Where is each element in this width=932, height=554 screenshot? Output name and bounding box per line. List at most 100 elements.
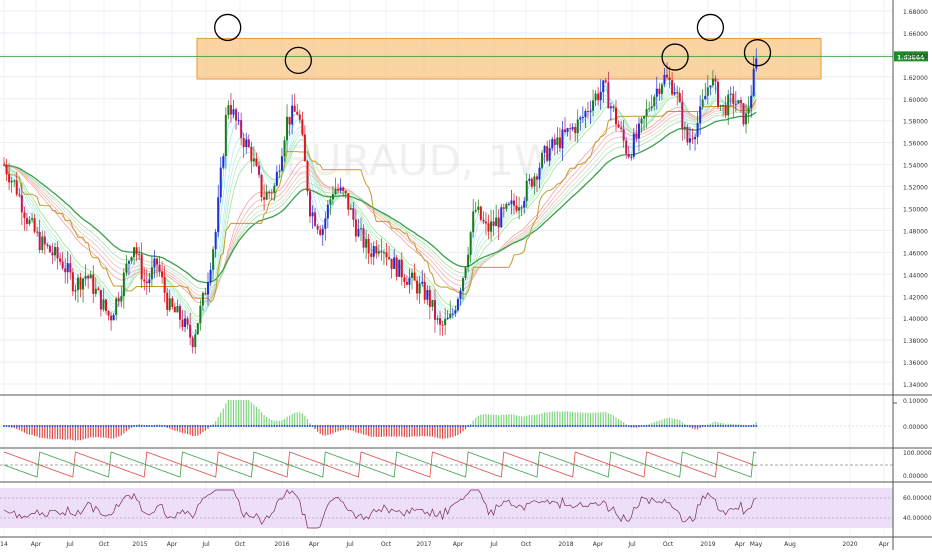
- candle-body[interactable]: [426, 289, 429, 300]
- candle-body[interactable]: [311, 212, 314, 217]
- candle-body[interactable]: [719, 104, 722, 107]
- candle-body[interactable]: [319, 229, 322, 235]
- candle-body[interactable]: [224, 114, 227, 157]
- candle-body[interactable]: [752, 68, 755, 96]
- candle-body[interactable]: [298, 114, 301, 120]
- candle-body[interactable]: [222, 156, 225, 168]
- candle-body[interactable]: [357, 228, 360, 237]
- candle-body[interactable]: [74, 290, 77, 292]
- candle-body[interactable]: [270, 192, 273, 194]
- candle-body[interactable]: [71, 272, 74, 292]
- candle-body[interactable]: [196, 323, 199, 335]
- candle-body[interactable]: [400, 259, 403, 278]
- candle-body[interactable]: [637, 123, 640, 139]
- candle-body[interactable]: [25, 218, 28, 224]
- candle-body[interactable]: [541, 152, 544, 168]
- candle-body[interactable]: [260, 174, 263, 198]
- candle-body[interactable]: [235, 109, 238, 121]
- candle-body[interactable]: [564, 129, 566, 133]
- candle-body[interactable]: [691, 138, 694, 140]
- candle-body[interactable]: [117, 298, 120, 302]
- candle-body[interactable]: [372, 246, 375, 257]
- candle-body[interactable]: [441, 324, 444, 326]
- candle-body[interactable]: [349, 208, 352, 210]
- candle-body[interactable]: [107, 310, 110, 316]
- candle-body[interactable]: [737, 100, 740, 104]
- candle-body[interactable]: [678, 92, 681, 103]
- candle-body[interactable]: [487, 223, 490, 232]
- candle-body[interactable]: [604, 80, 607, 83]
- candle-body[interactable]: [212, 249, 215, 270]
- candle-body[interactable]: [502, 207, 505, 209]
- candle-body[interactable]: [362, 228, 365, 248]
- candle-body[interactable]: [599, 91, 602, 101]
- candle-body[interactable]: [594, 93, 597, 101]
- candle-body[interactable]: [739, 100, 742, 104]
- candle-body[interactable]: [130, 257, 133, 262]
- candle-body[interactable]: [31, 218, 34, 220]
- candle-body[interactable]: [209, 269, 212, 283]
- candle-body[interactable]: [513, 200, 515, 206]
- candle-body[interactable]: [237, 120, 240, 122]
- candle-body[interactable]: [523, 200, 526, 208]
- candle-body[interactable]: [556, 137, 559, 145]
- candle-body[interactable]: [10, 180, 13, 183]
- candle-body[interactable]: [622, 129, 625, 141]
- candle-body[interactable]: [546, 146, 549, 161]
- candle-body[interactable]: [467, 254, 470, 268]
- candle-body[interactable]: [469, 232, 472, 255]
- candle-body[interactable]: [8, 174, 11, 183]
- candle-body[interactable]: [576, 119, 579, 134]
- candle-body[interactable]: [15, 180, 18, 195]
- candle-body[interactable]: [247, 139, 250, 147]
- candle-body[interactable]: [163, 277, 166, 293]
- candle-body[interactable]: [102, 299, 105, 310]
- candle-body[interactable]: [676, 92, 679, 94]
- candle-body[interactable]: [120, 296, 123, 302]
- candle-body[interactable]: [423, 281, 426, 300]
- candle-body[interactable]: [732, 93, 735, 105]
- candle-body[interactable]: [375, 246, 378, 254]
- candle-body[interactable]: [411, 272, 413, 278]
- candle-body[interactable]: [607, 82, 610, 109]
- candle-body[interactable]: [609, 106, 612, 109]
- candle-body[interactable]: [668, 77, 671, 81]
- candle-body[interactable]: [316, 225, 319, 230]
- candle-body[interactable]: [33, 218, 36, 232]
- candle-body[interactable]: [615, 107, 617, 125]
- candle-body[interactable]: [255, 158, 258, 166]
- candle-body[interactable]: [745, 113, 748, 125]
- candle-body[interactable]: [219, 167, 222, 198]
- candle-body[interactable]: [551, 139, 554, 149]
- candle-body[interactable]: [579, 117, 582, 120]
- candle-body[interactable]: [201, 292, 204, 306]
- candle-body[interactable]: [525, 180, 528, 201]
- candle-body[interactable]: [13, 180, 16, 182]
- candle-body[interactable]: [454, 310, 457, 314]
- candle-body[interactable]: [398, 259, 401, 277]
- candle-body[interactable]: [750, 95, 753, 108]
- candle-body[interactable]: [617, 124, 620, 128]
- candle-body[interactable]: [413, 272, 416, 281]
- candle-body[interactable]: [482, 219, 485, 222]
- candle-body[interactable]: [711, 78, 714, 86]
- candle-body[interactable]: [342, 187, 345, 191]
- candle-body[interactable]: [293, 105, 296, 112]
- candle-body[interactable]: [706, 87, 709, 96]
- candle-body[interactable]: [456, 298, 459, 311]
- candle-body[interactable]: [97, 288, 100, 291]
- candle-body[interactable]: [99, 290, 102, 310]
- candle-body[interactable]: [280, 156, 283, 171]
- candle-body[interactable]: [360, 228, 362, 230]
- candle-body[interactable]: [666, 74, 668, 78]
- candle-body[interactable]: [207, 282, 209, 295]
- candle-body[interactable]: [326, 204, 329, 219]
- candle-body[interactable]: [408, 277, 411, 285]
- candle-body[interactable]: [199, 305, 202, 324]
- candle-body[interactable]: [43, 236, 46, 245]
- candle-body[interactable]: [650, 106, 653, 109]
- candle-body[interactable]: [189, 324, 192, 338]
- candle-body[interactable]: [306, 161, 309, 192]
- candle-body[interactable]: [755, 58, 758, 69]
- candle-body[interactable]: [490, 221, 493, 232]
